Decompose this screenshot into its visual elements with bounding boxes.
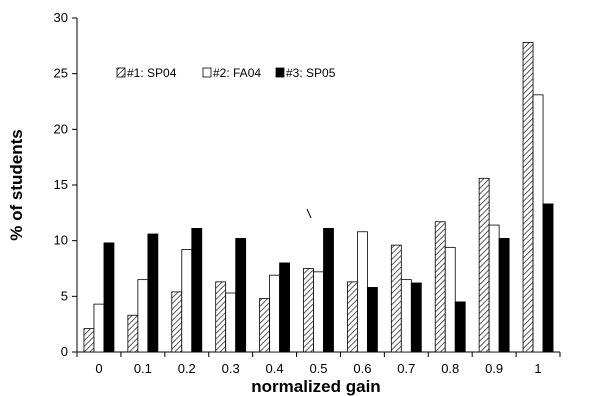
bar-series-2 <box>313 271 324 353</box>
bar-series-1 <box>127 314 139 353</box>
x-tick-label: 0.2 <box>178 361 196 376</box>
bar-series-3 <box>279 262 290 353</box>
legend-swatch <box>275 67 285 78</box>
bar-series-3 <box>542 203 554 353</box>
y-tick-label: 15 <box>54 177 68 192</box>
x-tick-label: 0.8 <box>441 361 459 376</box>
legend-label: #1: SP04 <box>127 66 177 80</box>
bars <box>83 42 554 353</box>
y-tick-label: 25 <box>54 66 68 81</box>
legend-label: #3: SP05 <box>286 66 336 80</box>
x-tick-label: 0.6 <box>353 361 371 376</box>
legend-swatch <box>202 67 212 78</box>
bar-series-1 <box>478 177 490 353</box>
x-tick-label: 0 <box>95 361 102 376</box>
bar-series-2 <box>488 224 500 353</box>
x-tick-label: 0.7 <box>397 361 415 376</box>
bar-series-3 <box>454 301 466 353</box>
annotation-mark <box>306 208 312 219</box>
bar-series-1 <box>215 281 227 353</box>
bar-series-1 <box>259 298 270 353</box>
bar-series-3 <box>103 242 115 353</box>
bar-series-1 <box>83 328 95 353</box>
bar-series-2 <box>444 246 456 353</box>
y-tick-label: 10 <box>54 233 68 248</box>
bar-series-3 <box>191 228 203 353</box>
bar-series-1 <box>390 244 402 353</box>
bar-series-3 <box>498 238 510 353</box>
bar-series-2 <box>269 274 280 353</box>
x-tick-label: 0.1 <box>134 361 152 376</box>
y-axis: 0 5 10 15 20 25 30 <box>54 10 78 359</box>
bar-series-2 <box>400 279 412 353</box>
legend: #1: SP04 #2: FA04 #3: SP05 <box>116 66 336 80</box>
bar-series-1 <box>171 291 183 353</box>
bar-series-2 <box>357 231 368 353</box>
bar-series-3 <box>147 233 159 353</box>
y-tick-label: 30 <box>54 10 68 25</box>
y-axis-title: % of students <box>7 129 26 240</box>
x-tick-label: 1 <box>534 361 541 376</box>
bar-series-2 <box>93 303 105 353</box>
bar-series-3 <box>235 238 247 353</box>
bar-series-2 <box>181 249 193 353</box>
y-tick-label: 5 <box>61 288 68 303</box>
bar-series-2 <box>137 279 149 353</box>
x-axis-title: normalized gain <box>251 377 380 396</box>
legend-label: #2: FA04 <box>213 66 261 80</box>
y-tick-label: 0 <box>61 344 68 359</box>
x-tick-label: 0.5 <box>309 361 327 376</box>
bar-series-1 <box>522 42 534 353</box>
bar-series-2 <box>532 94 544 353</box>
bar-series-3 <box>323 228 334 353</box>
bar-series-1 <box>303 268 314 353</box>
x-tick-label: 0.4 <box>266 361 284 376</box>
bar-series-1 <box>347 281 358 353</box>
bar-series-2 <box>225 292 237 353</box>
bar-series-1 <box>434 221 446 353</box>
bar-series-3 <box>410 282 422 353</box>
y-tick-label: 20 <box>54 121 68 136</box>
x-tick-label: 0.9 <box>485 361 503 376</box>
x-axis: 0 0.1 0.2 0.3 0.4 0.5 0.6 0.7 0.8 0.9 1 <box>76 351 561 376</box>
bar-series-3 <box>367 287 378 353</box>
x-tick-label: 0.3 <box>222 361 240 376</box>
legend-swatch <box>116 67 126 78</box>
